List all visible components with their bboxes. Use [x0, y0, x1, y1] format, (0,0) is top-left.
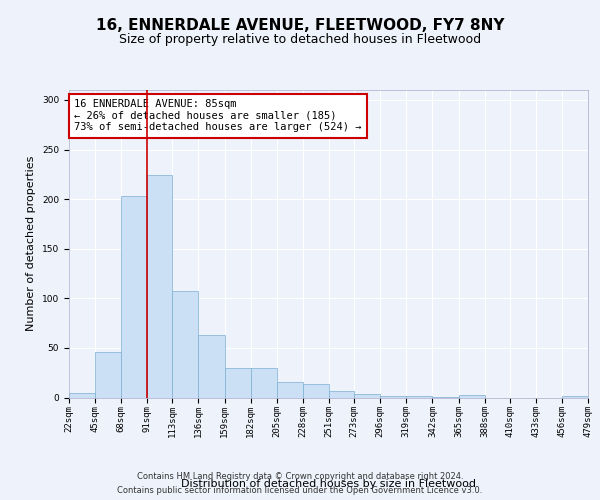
Bar — [148, 176, 172, 398]
Bar — [224, 368, 251, 398]
Bar — [354, 394, 380, 398]
Bar — [562, 396, 588, 398]
Bar — [69, 392, 95, 398]
Bar — [380, 396, 406, 398]
Bar — [433, 396, 458, 398]
Bar — [172, 292, 199, 398]
Bar — [199, 335, 224, 398]
Bar — [121, 196, 148, 398]
Bar — [406, 396, 433, 398]
Text: 16, ENNERDALE AVENUE, FLEETWOOD, FY7 8NY: 16, ENNERDALE AVENUE, FLEETWOOD, FY7 8NY — [96, 18, 504, 32]
Text: 16 ENNERDALE AVENUE: 85sqm
← 26% of detached houses are smaller (185)
73% of sem: 16 ENNERDALE AVENUE: 85sqm ← 26% of deta… — [74, 99, 362, 132]
Text: Contains public sector information licensed under the Open Government Licence v3: Contains public sector information licen… — [118, 486, 482, 495]
Text: Contains HM Land Registry data © Crown copyright and database right 2024.: Contains HM Land Registry data © Crown c… — [137, 472, 463, 481]
Bar — [277, 382, 303, 398]
Bar — [458, 394, 485, 398]
Y-axis label: Number of detached properties: Number of detached properties — [26, 156, 37, 332]
Bar — [303, 384, 329, 398]
Text: Size of property relative to detached houses in Fleetwood: Size of property relative to detached ho… — [119, 32, 481, 46]
Bar — [251, 368, 277, 398]
Bar — [95, 352, 121, 398]
X-axis label: Distribution of detached houses by size in Fleetwood: Distribution of detached houses by size … — [181, 479, 476, 489]
Bar — [329, 390, 354, 398]
